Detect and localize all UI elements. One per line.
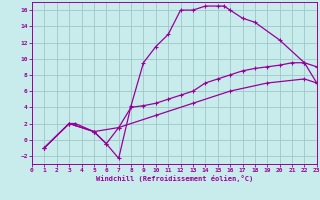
X-axis label: Windchill (Refroidissement éolien,°C): Windchill (Refroidissement éolien,°C): [96, 175, 253, 182]
